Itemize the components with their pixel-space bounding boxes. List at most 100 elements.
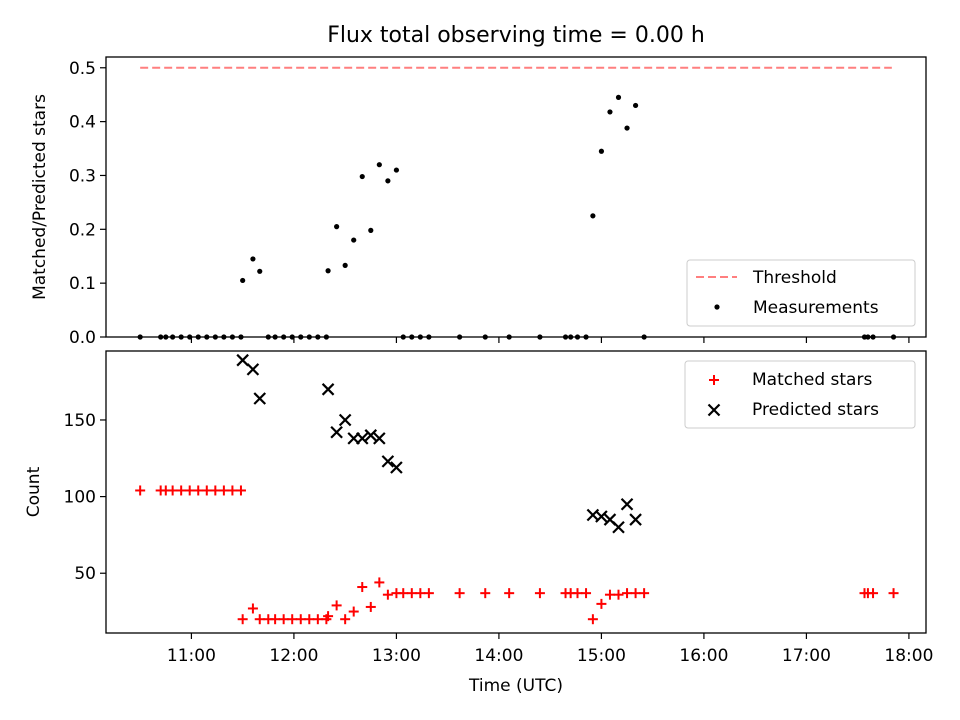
predicted-star-point [246,363,260,376]
measurement-point [583,334,589,340]
predicted-star-point [373,432,386,445]
matched-star-point [323,611,334,622]
measurement-point [272,334,278,340]
matched-star-point [348,606,359,617]
measurement-point [562,334,569,340]
matched-star-point [622,588,633,599]
matched-star-point [415,588,426,599]
matched-star-point [312,614,323,625]
matched-star-point [304,614,315,625]
matched-star-point [639,588,650,599]
matched-star-point [587,614,598,625]
measurement-point [870,334,876,340]
x-tick-label: 13:00 [372,646,421,666]
matched-star-point [868,588,879,599]
y-tick-label: 150 [64,411,96,431]
predicted-star-point [355,432,369,445]
measurement-point [641,334,647,340]
measurement-point [568,334,574,340]
measurement-point [195,334,201,340]
legend-predicted-label: Predicted stars [752,400,879,420]
chart-top-frame [105,56,927,338]
x-tick-label: 12:00 [269,646,318,666]
measurement-point [265,334,271,340]
chart-bottom-x-label: Time (UTC) [468,676,563,696]
chart-bottom-y-ticks: 50 100 150 [64,411,106,584]
matched-star-point [888,588,899,599]
legend-predicted-marker [707,403,721,417]
matched-star-point [613,589,624,600]
measurement-point [385,178,391,184]
measurement-point [170,334,176,340]
matched-star-point [270,614,281,625]
measurement-point [632,102,639,109]
matched-star-point [235,485,246,496]
chart-bottom-y-label: Count [24,466,44,517]
matched-star-point [254,614,265,625]
x-tick-label: 14:00 [474,646,523,666]
measurement-point [250,256,256,262]
matched-star-point [596,598,607,609]
matched-star-point [247,603,258,614]
chart-bottom-frame [105,350,927,634]
matched-star-point [176,485,187,496]
predicted-star-point [381,455,395,468]
matched-star-point [227,485,238,496]
predicted-star-point [612,520,625,534]
measurement-point [306,334,312,340]
matched-star-point [340,614,351,625]
measurement-point [342,262,348,268]
measurement-point [457,334,463,340]
matched-star-point [534,588,545,599]
matched-stars-series [135,485,899,625]
measurement-point [598,148,605,154]
measurement-point [426,334,432,340]
legend-measurements-swatch [714,304,720,310]
legend-matched-swatch [709,375,719,385]
measurement-point [137,334,143,340]
measurement-point [334,224,340,230]
matched-star-point [423,588,434,599]
chart-top: Flux total observing time = 0.00 h 0.00.… [30,23,927,348]
measurement-point [178,334,184,340]
measurement-point [574,334,581,340]
measurement-point [298,334,304,340]
y-tick-label: 0.1 [69,274,96,294]
measurement-point [400,334,406,340]
legend-threshold-label: Threshold [752,268,837,288]
x-tick-label: 15:00 [577,646,626,666]
measurement-point [187,334,193,340]
matched-star-point [295,614,306,625]
x-tick-label: 17:00 [782,646,831,666]
matched-star-point [454,588,465,599]
measurement-point [615,94,622,100]
chart-top-legend: Threshold Measurements [686,259,916,327]
measurement-point [393,167,400,173]
measurement-point [221,334,227,340]
matched-star-point [480,588,491,599]
measurement-point [158,334,164,340]
y-tick-label: 0.0 [69,328,96,348]
x-tick-label: 16:00 [679,646,728,666]
chart-top-y-ticks: 0.0 0.1 0.2 0.3 0.4 0.5 [69,59,106,348]
predicted-star-point [338,413,352,427]
legend-frame [684,360,916,429]
measurement-point [359,173,365,180]
predicted-star-point [253,392,267,405]
measurement-point [890,334,897,340]
measurement-point [238,334,244,340]
y-tick-label: 0.5 [69,59,96,79]
matched-star-point [210,485,221,496]
measurement-point [537,334,543,340]
measurement-point [163,334,169,340]
chart-bottom-legend: Matched stars Predicted stars [684,360,916,429]
y-tick-label: 100 [64,488,96,508]
matched-star-point [237,614,248,625]
matched-star-point [572,588,583,599]
predicted-star-point [620,497,634,511]
measurement-point [865,334,871,340]
measurement-point [289,334,295,340]
measurement-point [409,334,415,340]
